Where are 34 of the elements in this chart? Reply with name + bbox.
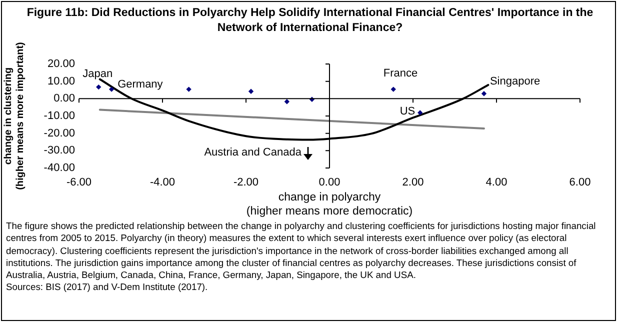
x-tick-label: -4.00: [150, 176, 176, 189]
x-axis-title: change in polyarchy (higher means more democratic): [246, 191, 413, 218]
y-tick-label: 20.00: [47, 58, 75, 70]
y-axis-title: change in clustering (higher means more important): [2, 42, 26, 190]
annotation: Austria and Canada: [204, 146, 302, 158]
point: [96, 84, 102, 90]
point: [284, 99, 290, 104]
annotation: Japan: [82, 68, 113, 80]
annotation: France: [383, 67, 418, 80]
x-tick-label: 2.00: [402, 176, 424, 189]
x-tick-label: 6.00: [569, 176, 591, 189]
text: The figure shows the predicted relationship between the change in polyarchy and clustering coefficients for jurisdictions hosting major financial centres from 2005 to 2015. Polyarchy (in theory) measures the extent to which several interests exert influence over policy (as electoral democracy). Clustering coefficients represent the jurisdiction's importance in the network of cross-border liabilities exchanged among all institutions. The jurisdiction gains importance among the cluster of financial centres as polyarchy decreases. These jurisdictions consist of Australia, Austria, Belgium, Canada, China, France, Germany, Japan, Singapore, the UK and USA.: [6, 220, 597, 282]
point: [186, 86, 192, 92]
point: [390, 86, 396, 92]
line-series: [98, 78, 490, 141]
source-note: Sources: BIS (2017) and V-Dem Institute (2017).: [6, 281, 209, 294]
point: [481, 91, 487, 96]
x-tick-label: -2.00: [233, 176, 259, 189]
x-tick-label: 0.00: [318, 176, 340, 189]
y-tick-label: -20.00: [44, 127, 75, 140]
point: [108, 86, 114, 92]
chart-title: Figure 11b: Did Reductions in Polyarchy Help Solidify International Financial Centres' Importance in the Network of International Finance?: [26, 6, 594, 36]
y-tick-label: 0.00: [54, 92, 75, 105]
point: [248, 88, 254, 94]
x-tick-label: 4.00: [486, 176, 508, 189]
y-tick-label: -40.00: [44, 162, 75, 174]
y-tick-label: -10.00: [44, 110, 75, 122]
y-tick-label: -30.00: [44, 144, 75, 157]
annotation: Germany: [118, 78, 164, 90]
annotation: US: [400, 106, 416, 118]
point: [418, 110, 423, 116]
x-tick-label: -6.00: [66, 176, 92, 189]
annotation: Singapore: [490, 76, 540, 88]
y-tick-label: 10.00: [47, 75, 75, 88]
